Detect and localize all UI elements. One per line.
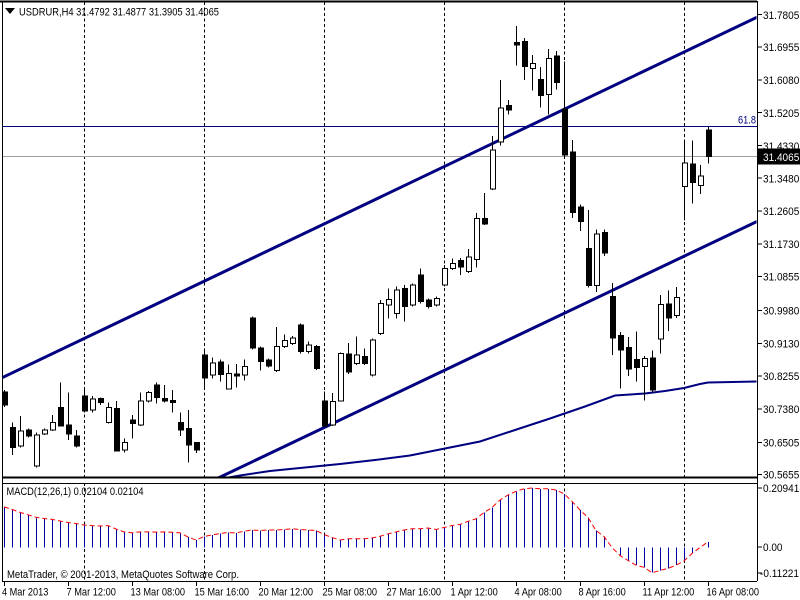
svg-text:31.6955: 31.6955 [763, 42, 799, 54]
svg-text:16 Apr 08:00: 16 Apr 08:00 [707, 587, 760, 599]
svg-text:30.9130: 30.9130 [763, 339, 799, 351]
svg-text:13 Mar 08:00: 13 Mar 08:00 [131, 587, 186, 599]
svg-text:30.7380: 30.7380 [763, 404, 799, 416]
svg-text:MetaTrader, © 2001-2013, MetaQ: MetaTrader, © 2001-2013, MetaQuotes Soft… [7, 569, 239, 581]
svg-text:27 Mar 16:00: 27 Mar 16:00 [387, 587, 442, 599]
svg-text:7 Mar 12:00: 7 Mar 12:00 [67, 587, 116, 599]
svg-text:31.7805: 31.7805 [763, 10, 799, 22]
svg-text:30.9980: 30.9980 [763, 306, 799, 318]
svg-text:8 Apr 16:00: 8 Apr 16:00 [579, 587, 626, 599]
svg-text:15 Mar 16:00: 15 Mar 16:00 [195, 587, 250, 599]
svg-text:30.5655: 30.5655 [763, 470, 799, 482]
svg-text:31.0855: 31.0855 [763, 272, 799, 284]
svg-text:30.8255: 30.8255 [763, 371, 799, 383]
svg-text:61.8: 61.8 [738, 115, 756, 127]
svg-text:USDRUR,H4 31.4792 31.4877 31.: USDRUR,H4 31.4792 31.4877 31.3905 31.406… [19, 7, 219, 19]
svg-text:31.3480: 31.3480 [763, 173, 799, 185]
svg-text:11 Apr 12:00: 11 Apr 12:00 [643, 587, 695, 599]
svg-text:31.5205: 31.5205 [763, 108, 799, 120]
svg-text:20 Mar 12:00: 20 Mar 12:00 [259, 587, 314, 599]
svg-text:-0.11221: -0.11221 [760, 568, 799, 580]
svg-text:0.00: 0.00 [763, 542, 783, 554]
svg-text:31.2605: 31.2605 [763, 206, 799, 218]
svg-text:30.6505: 30.6505 [763, 438, 799, 450]
svg-text:4 Apr 08:00: 4 Apr 08:00 [515, 587, 562, 599]
svg-text:MACD(12,26,1) 0.02104 0.02104: MACD(12,26,1) 0.02104 0.02104 [7, 486, 144, 498]
svg-text:25 Mar 08:00: 25 Mar 08:00 [323, 587, 378, 599]
svg-text:31.4065: 31.4065 [763, 152, 799, 164]
svg-text:4 Mar 2013: 4 Mar 2013 [2, 587, 48, 599]
svg-text:31.6080: 31.6080 [763, 75, 799, 87]
svg-text:0.20941: 0.20941 [763, 483, 799, 495]
svg-text:31.1730: 31.1730 [763, 239, 799, 251]
svg-text:1 Apr 12:00: 1 Apr 12:00 [451, 587, 498, 599]
